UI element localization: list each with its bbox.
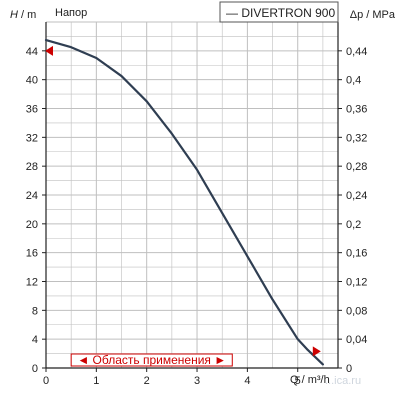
- legend-box: [219, 1, 339, 23]
- x-tick-label: 3: [194, 375, 200, 387]
- y-right-tick-label: 0,32: [346, 132, 367, 144]
- y-right-tick-label: 0,2: [346, 219, 361, 231]
- y-left-tick-label: 0: [32, 363, 38, 375]
- application-range-label: ◄ Область применения ►: [77, 353, 226, 367]
- grid: [45, 21, 338, 369]
- x-tick-label: 5: [295, 375, 301, 387]
- y-left-tick-label: 24: [26, 190, 38, 202]
- y-left-tick-label: 12: [26, 277, 38, 289]
- y-right-tick-label: 0,28: [346, 161, 367, 173]
- y-axis-left-separator: /: [18, 9, 27, 21]
- series-lines: [44, 38, 324, 366]
- y-right-tick-label: 0,16: [346, 248, 367, 260]
- y-right-tick-label: 0,04: [346, 334, 367, 346]
- x-axis-label: Q / m³/h: [290, 374, 330, 386]
- x-tick-label: 0: [43, 375, 49, 387]
- legend-series-label: — DIVERTRON 900: [226, 6, 335, 20]
- x-tick-label: 1: [93, 375, 99, 387]
- watermark: ...ica.ru: [325, 375, 361, 387]
- x-tick-label: 2: [144, 375, 150, 387]
- y-axis-left-var: H: [10, 9, 18, 21]
- y-right-tick-label: 0,36: [346, 104, 367, 116]
- operating-end-marker: [312, 346, 321, 357]
- series-line: [44, 38, 324, 366]
- y-right-tick-label: 0,08: [346, 305, 367, 317]
- y-right-tick-label: 0,24: [346, 190, 367, 202]
- application-range-box: [70, 353, 233, 367]
- y-left-tick-label: 32: [26, 132, 38, 144]
- y-left-tick-label: 40: [26, 75, 38, 87]
- y-left-tick-label: 44: [26, 46, 38, 58]
- tick-labels: 04812162024283236404400,040,080,120,160,…: [26, 46, 368, 387]
- y-axis-left-label: H / m: [10, 9, 36, 21]
- y-left-tick-label: 16: [26, 248, 38, 260]
- y-left-tick-label: 28: [26, 161, 38, 173]
- y-right-tick-label: 0,12: [346, 277, 367, 289]
- y-right-tick-label: 0,4: [346, 75, 361, 87]
- y-axis-left-unit: m: [27, 9, 36, 21]
- y-left-tick-label: 8: [32, 305, 38, 317]
- operating-start-marker: [45, 45, 53, 56]
- chart-top-left-title: Напор: [55, 7, 87, 19]
- y-right-tick-label: 0: [346, 363, 352, 375]
- y-right-tick-label: 0,44: [346, 46, 367, 58]
- markers: [45, 45, 321, 357]
- y-left-tick-label: 20: [26, 219, 38, 231]
- x-tick-label: 4: [244, 375, 250, 387]
- legend: — DIVERTRON 900: [219, 1, 339, 23]
- y-axis-right-label: Δp / MPa: [350, 9, 396, 21]
- y-left-tick-label: 36: [26, 104, 38, 116]
- application-range: ◄ Область применения ►: [70, 353, 233, 367]
- y-left-tick-label: 4: [32, 334, 38, 346]
